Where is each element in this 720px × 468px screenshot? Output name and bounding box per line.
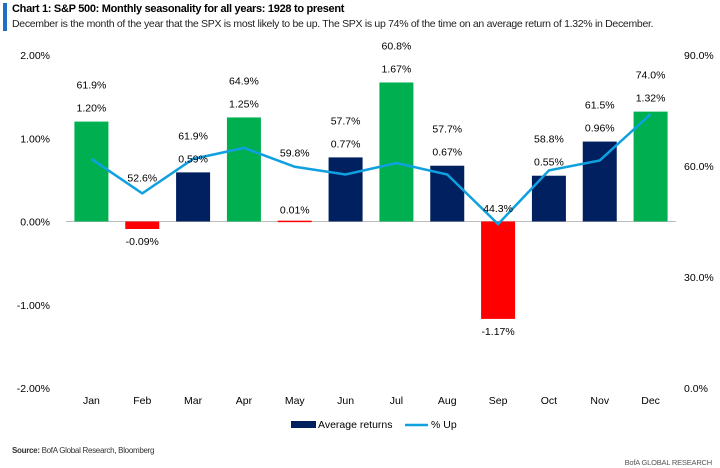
- left-tick-label: -2.00%: [17, 383, 50, 395]
- pct-up-label: 61.9%: [77, 80, 107, 92]
- x-tick-label: Oct: [541, 395, 557, 407]
- pct-up-label: 57.7%: [331, 115, 361, 127]
- pct-up-label: 60.8%: [382, 40, 412, 52]
- bar-mar: [176, 172, 211, 222]
- bar-value-label: -1.17%: [481, 326, 514, 338]
- source-text: BofA Global Research, Bloomberg: [39, 446, 155, 455]
- x-tick-label: Feb: [133, 395, 151, 407]
- x-tick-label: May: [285, 395, 306, 407]
- bar-jul: [379, 82, 414, 222]
- brand-label: BofA GLOBAL RESEARCH: [624, 458, 713, 467]
- pct-up-label: 57.7%: [432, 124, 462, 136]
- pct-up-label: 58.8%: [534, 134, 564, 146]
- bar-value-label: 0.59%: [178, 153, 208, 165]
- bar-dec: [633, 111, 668, 222]
- bar-nov: [582, 141, 617, 222]
- pct-up-label: 64.9%: [229, 75, 259, 87]
- bar-apr: [226, 117, 261, 222]
- right-tick-label: 90.0%: [684, 50, 714, 62]
- pct-up-label: 61.5%: [585, 100, 615, 112]
- left-tick-label: 1.00%: [20, 133, 50, 145]
- bar-value-label: 0.55%: [534, 157, 564, 169]
- left-tick-label: 2.00%: [20, 50, 50, 62]
- bar-value-label: 1.32%: [636, 93, 666, 105]
- bar-value-label: 0.96%: [585, 123, 615, 135]
- bar-value-label: 0.67%: [432, 147, 462, 159]
- bar-value-label: 1.67%: [382, 63, 412, 75]
- x-tick-label: Sep: [489, 395, 508, 407]
- x-tick-label: Nov: [590, 395, 609, 407]
- pct-up-label: 74.0%: [636, 70, 666, 82]
- x-tick-label: Jun: [337, 395, 354, 407]
- bar-sep: [481, 221, 516, 319]
- right-tick-label: 30.0%: [684, 272, 714, 284]
- legend-label-average-returns: Average returns: [318, 419, 393, 431]
- chart-title: Chart 1: S&P 500: Monthly seasonality fo…: [12, 3, 345, 15]
- legend-label-pct-up: % Up: [431, 419, 457, 431]
- right-tick-label: 60.0%: [684, 161, 714, 173]
- bar-value-label: 1.20%: [77, 103, 107, 115]
- bar-value-label: -0.09%: [126, 236, 159, 248]
- right-tick-label: 0.0%: [684, 383, 708, 395]
- bar-value-label: 0.77%: [331, 138, 361, 150]
- x-tick-label: Dec: [641, 395, 660, 407]
- title-accent-bar: [3, 3, 7, 31]
- pct-up-line: [90, 113, 652, 226]
- pct-up-label: 44.3%: [483, 203, 513, 215]
- x-tick-label: Apr: [236, 395, 253, 407]
- pct-up-label: 52.6%: [127, 172, 157, 184]
- legend-swatch-average-returns: [291, 421, 316, 428]
- bar-value-label: 1.25%: [229, 98, 259, 110]
- bar-may: [277, 220, 312, 223]
- bar-value-label: 0.01%: [280, 205, 310, 217]
- bar-feb: [125, 221, 160, 229]
- x-tick-label: Mar: [184, 395, 203, 407]
- x-tick-label: Jul: [390, 395, 403, 407]
- source-note: Source: BofA Global Research, Bloomberg: [12, 446, 154, 455]
- pct-up-label: 59.8%: [280, 148, 310, 160]
- pct-up-label: 61.9%: [178, 130, 208, 142]
- left-tick-label: 0.00%: [20, 217, 50, 229]
- chart-area: 2.00% 1.00% 0.00% -1.00% -2.00% 90.0% 60.0% 30.…: [17, 40, 714, 431]
- left-tick-label: -1.00%: [17, 300, 50, 312]
- chart-subtitle: December is the month of the year that t…: [12, 18, 654, 30]
- x-tick-label: Jan: [83, 395, 100, 407]
- source-label: Source:: [12, 446, 40, 455]
- bar-jan: [74, 121, 109, 222]
- bar-jun: [328, 157, 363, 222]
- x-tick-label: Aug: [438, 395, 457, 407]
